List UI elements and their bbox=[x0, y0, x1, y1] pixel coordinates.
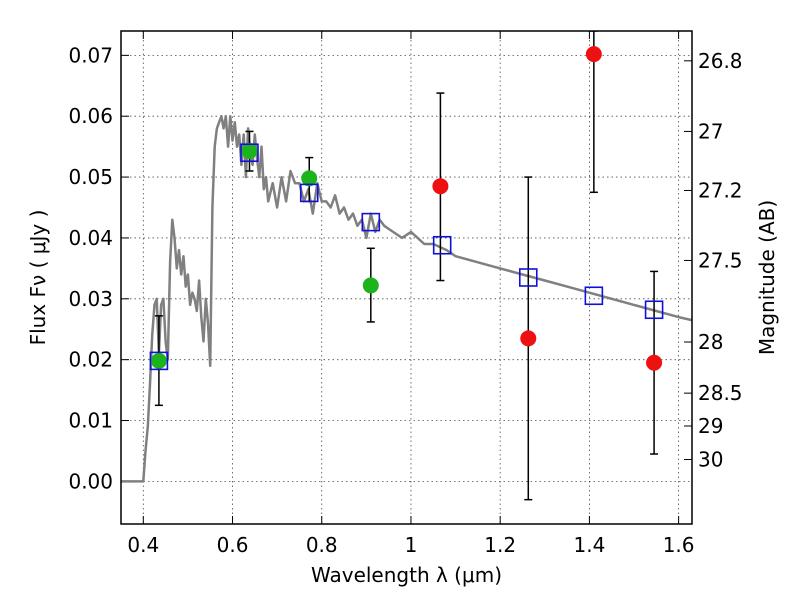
y2-tick-label: 27 bbox=[698, 119, 723, 143]
y-tick-label: 0.07 bbox=[68, 43, 113, 67]
y-tick-label: 0.02 bbox=[68, 348, 113, 372]
plot-area bbox=[121, 31, 692, 501]
y-tick-label: 0.06 bbox=[68, 104, 113, 128]
y-tick-label: 0.04 bbox=[68, 226, 113, 250]
y-tick-label: 0.00 bbox=[68, 469, 113, 493]
model-synthetic-point bbox=[518, 268, 538, 287]
y2-tick-label: 28.5 bbox=[698, 381, 743, 405]
y-axis-label: Flux Fν ( μJy ) bbox=[26, 210, 50, 346]
y2-tick-label: 29 bbox=[698, 414, 723, 438]
photometry-point bbox=[432, 178, 449, 195]
y-tick-label: 0.05 bbox=[68, 165, 113, 189]
model-synthetic-point bbox=[240, 143, 259, 163]
y2-axis-label: Magnitude (AB) bbox=[755, 200, 779, 355]
plot-frame bbox=[120, 30, 693, 525]
photometry-point bbox=[362, 277, 379, 294]
model-synthetic-point bbox=[299, 183, 319, 203]
x-tick-label: 0.8 bbox=[306, 533, 338, 557]
x-tick-label: 0.4 bbox=[127, 533, 159, 557]
model-synthetic-point bbox=[149, 351, 169, 371]
x-tick-label: 1 bbox=[405, 533, 418, 557]
y-tick-label: 0.03 bbox=[68, 287, 113, 311]
x-tick-label: 1.6 bbox=[663, 533, 695, 557]
y2-tick-label: 26.8 bbox=[698, 49, 743, 73]
photometry-point bbox=[520, 330, 537, 347]
photometry-point bbox=[301, 170, 318, 187]
x-tick-label: 1.2 bbox=[484, 533, 516, 557]
model-synthetic-point bbox=[361, 212, 381, 232]
model-synthetic-point bbox=[644, 300, 664, 320]
y2-tick-label: 27.5 bbox=[698, 248, 743, 272]
y2-tick-label: 28 bbox=[698, 330, 723, 354]
model-spectrum-line bbox=[121, 114, 692, 483]
photometry-point bbox=[646, 354, 663, 371]
model-synthetic-point bbox=[584, 286, 604, 306]
photometry-point bbox=[150, 352, 167, 369]
y2-tick-label: 30 bbox=[698, 447, 723, 471]
x-tick-label: 1.4 bbox=[573, 533, 605, 557]
model-synthetic-point bbox=[432, 235, 452, 255]
x-tick-label: 0.6 bbox=[217, 533, 249, 557]
photometry-point bbox=[241, 142, 258, 159]
y2-tick-label: 27.2 bbox=[698, 178, 743, 202]
y-tick-label: 0.01 bbox=[68, 409, 113, 433]
x-axis-label: Wavelength λ (μm) bbox=[311, 563, 502, 587]
axis-ticks: 0.4 0.6 0.8 1 1.2 1.4 1.6 0.00 0.01 0.02 0.03 0.04 0… bbox=[68, 31, 743, 557]
grid bbox=[121, 31, 692, 524]
photometry-point bbox=[585, 46, 602, 63]
